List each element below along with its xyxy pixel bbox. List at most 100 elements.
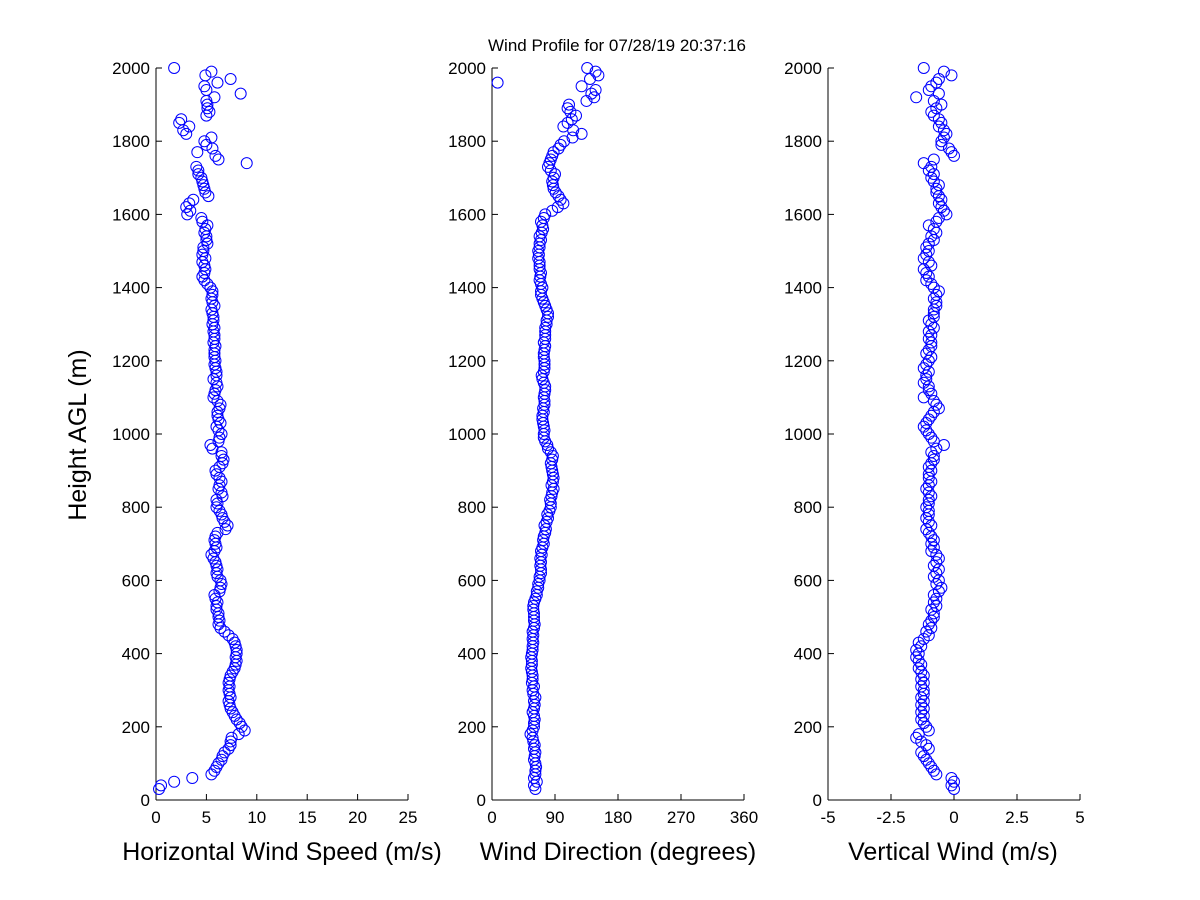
data-point-vertical-wind (922, 460, 935, 473)
data-point-vertical-wind (925, 490, 938, 503)
data-point-vertical-wind (932, 72, 945, 85)
chart-title: Wind Profile for 07/28/19 20:37:16 (488, 36, 746, 55)
data-point-vertical-wind (922, 245, 935, 257)
data-point-wind-direction (541, 508, 554, 521)
data-point-horizontal-wind-speed (224, 691, 237, 704)
data-point-vertical-wind (927, 596, 940, 609)
data-point-horizontal-wind-speed (218, 625, 231, 638)
data-point-horizontal-wind-speed (215, 486, 228, 499)
data-point-horizontal-wind-speed (201, 277, 214, 290)
data-point-vertical-wind (927, 764, 940, 777)
data-point-horizontal-wind-speed (214, 574, 227, 587)
data-point-horizontal-wind-speed (205, 768, 218, 781)
data-point-wind-direction (589, 65, 602, 78)
data-point-vertical-wind (920, 753, 933, 766)
data-point-wind-direction (585, 87, 598, 100)
data-point-horizontal-wind-speed (175, 113, 188, 126)
data-point-vertical-wind (915, 665, 928, 678)
data-point-vertical-wind (930, 186, 943, 199)
axes-wind-direction: 0 200 400 600 800 1000 1200 1400 1600 1800 2000 0 90… (448, 59, 758, 827)
data-point-vertical-wind (917, 676, 930, 689)
data-point-horizontal-wind-speed (224, 739, 237, 752)
panel-wind-direction: 0 200 400 600 800 1000 1200 1400 1600 1800 2000 0 90… (448, 59, 758, 866)
data-point-wind-direction (589, 83, 602, 96)
data-point-vertical-wind (925, 431, 938, 444)
y-tick-label-horizontal-wind-speed: 1800 (112, 132, 150, 151)
data-point-horizontal-wind-speed (208, 387, 221, 400)
data-point-wind-direction (565, 113, 578, 126)
y-axis-label: Height AGL (m) (64, 349, 92, 520)
data-point-vertical-wind (937, 204, 950, 217)
data-point-vertical-wind (917, 62, 930, 74)
data-point-horizontal-wind-speed (205, 65, 218, 78)
data-point-horizontal-wind-speed (210, 493, 223, 506)
data-point-horizontal-wind-speed (211, 497, 224, 510)
data-point-vertical-wind (925, 160, 938, 173)
data-point-vertical-wind (922, 413, 935, 426)
y-tick-label-vertical-wind: 200 (794, 718, 822, 737)
data-point-vertical-wind (927, 109, 940, 122)
data-point-horizontal-wind-speed (199, 186, 212, 199)
data-point-vertical-wind (915, 713, 928, 726)
y-tick-label-horizontal-wind-speed: 1000 (112, 425, 150, 444)
data-point-wind-direction (542, 310, 554, 323)
y-tick-label-wind-direction: 2000 (448, 59, 486, 78)
data-point-vertical-wind (925, 475, 938, 488)
y-tick-label-horizontal-wind-speed: 1400 (112, 279, 150, 298)
x-tick-label-wind-direction: 270 (667, 808, 695, 827)
data-point-horizontal-wind-speed (233, 717, 246, 730)
data-point-wind-direction (530, 775, 543, 788)
y-tick-label-wind-direction: 600 (458, 571, 486, 590)
x-axis-label-horizontal-wind-speed: Horizontal Wind Speed (m/s) (122, 838, 442, 866)
x-tick-label-horizontal-wind-speed: 25 (399, 808, 418, 827)
data-point-wind-direction (561, 116, 574, 129)
data-point-vertical-wind (920, 266, 933, 279)
data-point-wind-direction (527, 600, 540, 613)
data-point-vertical-wind (920, 417, 933, 430)
data-point-horizontal-wind-speed (215, 428, 228, 440)
data-point-horizontal-wind-speed (206, 288, 219, 301)
data-point-vertical-wind (942, 142, 955, 155)
data-point-vertical-wind (912, 662, 925, 675)
data-point-vertical-wind (917, 684, 930, 697)
data-point-vertical-wind (930, 600, 943, 613)
data-point-vertical-wind (927, 307, 940, 320)
data-point-horizontal-wind-speed (201, 102, 214, 115)
data-point-vertical-wind (925, 387, 938, 400)
y-tick-label-vertical-wind: 1800 (784, 132, 822, 151)
data-point-vertical-wind (945, 772, 958, 785)
data-point-vertical-wind (925, 457, 938, 470)
data-point-vertical-wind (927, 292, 940, 305)
data-point-horizontal-wind-speed (209, 149, 222, 162)
x-tick-label-horizontal-wind-speed: 15 (298, 808, 317, 827)
data-point-horizontal-wind-speed (211, 526, 224, 539)
data-point-horizontal-wind-speed (208, 91, 221, 104)
data-point-vertical-wind (925, 530, 938, 543)
data-point-vertical-wind (922, 428, 935, 440)
data-point-wind-direction (552, 190, 565, 203)
y-tick-label-wind-direction: 1000 (448, 425, 486, 444)
data-point-vertical-wind (925, 171, 938, 184)
data-point-wind-direction (549, 186, 562, 199)
data-point-horizontal-wind-speed (205, 131, 218, 144)
data-point-horizontal-wind-speed (226, 632, 239, 645)
data-point-vertical-wind (915, 691, 928, 704)
data-point-vertical-wind (925, 545, 938, 558)
data-point-vertical-wind (925, 621, 938, 634)
data-point-vertical-wind (922, 332, 935, 345)
x-tick-label-horizontal-wind-speed: 0 (151, 808, 160, 827)
data-point-vertical-wind (935, 201, 948, 214)
data-point-vertical-wind (915, 680, 928, 693)
data-point-wind-direction (546, 453, 559, 466)
data-point-wind-direction (535, 369, 548, 382)
data-point-vertical-wind (930, 182, 943, 195)
data-point-vertical-wind (922, 618, 935, 631)
data-point-horizontal-wind-speed (197, 245, 210, 257)
data-point-vertical-wind (922, 219, 935, 232)
data-point-horizontal-wind-speed (234, 87, 247, 100)
points-wind-direction (491, 62, 605, 796)
data-point-vertical-wind (930, 76, 943, 89)
data-point-horizontal-wind-speed (204, 438, 217, 451)
data-point-wind-direction (535, 215, 547, 228)
